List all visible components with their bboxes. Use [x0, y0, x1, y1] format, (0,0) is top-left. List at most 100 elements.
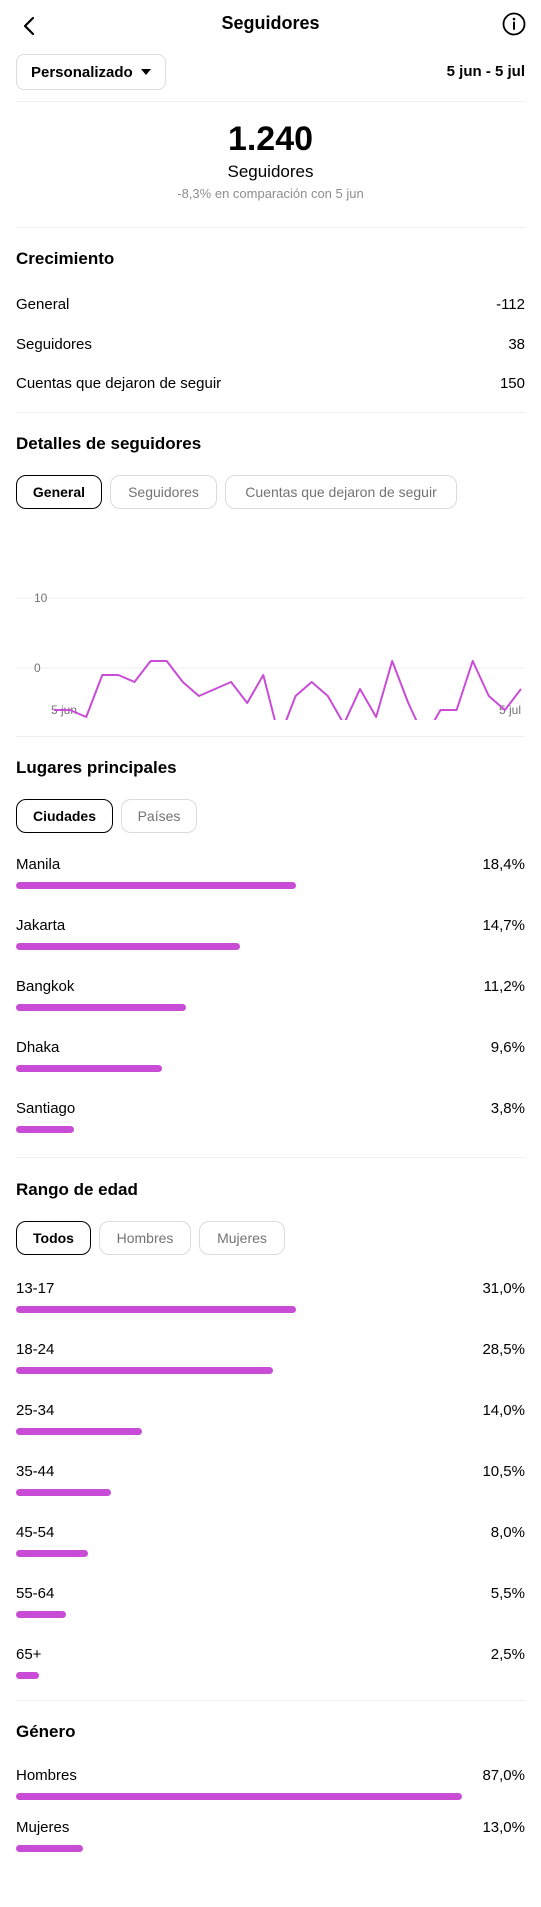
age-row-value: 2,5%	[490, 1646, 525, 1663]
age-bar-fill	[16, 1367, 274, 1374]
tab-unfollows[interactable]: Cuentas que dejaron de seguir	[225, 475, 457, 509]
gender-row-value: 13,0%	[482, 1819, 525, 1836]
growth-row-value: 150	[499, 375, 525, 392]
places-title: Lugares principales	[16, 758, 177, 777]
caret-down-icon	[140, 69, 151, 75]
age-bar-track	[16, 1306, 525, 1313]
places-row: Manila 18,4%	[16, 856, 525, 896]
gender-row: Mujeres 13,0%	[16, 1819, 525, 1859]
growth-row-value: 38	[508, 336, 525, 353]
places-row-value: 9,6%	[490, 1039, 525, 1056]
chart-y-tick-label: 0	[34, 661, 41, 675]
age-row: 35-44 10,5%	[16, 1463, 525, 1503]
follower-total: 1.240	[227, 120, 314, 158]
page-title: Seguidores	[221, 13, 320, 33]
chevron-left-icon[interactable]	[16, 12, 44, 40]
gender-row: Hombres 87,0%	[16, 1767, 525, 1807]
age-row-value: 31,0%	[482, 1280, 525, 1297]
divider	[16, 736, 525, 737]
places-bar-fill	[16, 1065, 163, 1072]
age-row-label: 45-54	[16, 1524, 55, 1541]
divider	[16, 227, 525, 228]
age-row: 25-34 14,0%	[16, 1402, 525, 1442]
places-bar-track	[16, 943, 525, 950]
growth-row-label: General	[16, 296, 70, 313]
period-dropdown[interactable]: Personalizado	[16, 54, 166, 90]
growth-row-followers: Seguidores 38	[16, 336, 525, 353]
age-row-value: 10,5%	[482, 1463, 525, 1480]
divider	[16, 101, 525, 102]
growth-title: Crecimiento	[16, 249, 115, 268]
places-bar-track	[16, 1126, 525, 1133]
gender-bar-fill	[16, 1845, 83, 1852]
gender-bar-track	[16, 1793, 525, 1800]
age-bar-track	[16, 1428, 525, 1435]
period-dropdown-label: Personalizado	[31, 63, 133, 81]
details-title: Detalles de seguidores	[16, 434, 202, 453]
age-bar-fill	[16, 1428, 143, 1435]
gender-row-value: 87,0%	[482, 1767, 525, 1784]
age-row-value: 14,0%	[482, 1402, 525, 1419]
info-icon[interactable]	[501, 11, 527, 37]
tab-age-women[interactable]: Mujeres	[199, 1221, 285, 1255]
divider	[16, 1700, 525, 1701]
places-row: Jakarta 14,7%	[16, 917, 525, 957]
date-range: 5 jun - 5 jul	[446, 63, 525, 80]
age-row-value: 28,5%	[482, 1341, 525, 1358]
age-row: 45-54 8,0%	[16, 1524, 525, 1564]
age-row: 65+ 2,5%	[16, 1646, 525, 1686]
tab-age-all[interactable]: Todos	[16, 1221, 91, 1255]
growth-row-unfollows: Cuentas que dejaron de seguir 150	[16, 375, 525, 392]
filter-row: Personalizado 5 jun - 5 jul	[16, 54, 525, 90]
places-row: Dhaka 9,6%	[16, 1039, 525, 1079]
age-row-label: 13-17	[16, 1280, 55, 1297]
growth-row-label: Cuentas que dejaron de seguir	[16, 375, 222, 392]
age-bar-track	[16, 1672, 525, 1679]
age-row: 13-17 31,0%	[16, 1280, 525, 1320]
tab-general[interactable]: General	[16, 475, 102, 509]
age-row-label: 18-24	[16, 1341, 55, 1358]
age-row-label: 65+	[16, 1646, 42, 1663]
follower-total-label: Seguidores	[227, 162, 314, 181]
age-bar-fill	[16, 1306, 296, 1313]
places-bar-track	[16, 882, 525, 889]
places-row-label: Jakarta	[16, 917, 66, 934]
gender-bar-track	[16, 1845, 525, 1852]
age-bar-track	[16, 1489, 525, 1496]
places-bar-fill	[16, 1126, 74, 1133]
gender-title: Género	[16, 1722, 76, 1741]
tab-seguidores[interactable]: Seguidores	[110, 475, 217, 509]
tab-countries[interactable]: Países	[121, 799, 197, 833]
growth-row-general: General -112	[16, 296, 525, 313]
growth-row-value: -112	[496, 296, 525, 313]
chart-y-tick-label: 10	[34, 591, 48, 605]
places-row: Santiago 3,8%	[16, 1100, 525, 1140]
places-row-label: Bangkok	[16, 978, 75, 995]
places-bar-track	[16, 1004, 525, 1011]
age-row: 55-64 5,5%	[16, 1585, 525, 1625]
age-bar-track	[16, 1611, 525, 1618]
places-row-label: Manila	[16, 856, 61, 873]
places-row-label: Dhaka	[16, 1039, 60, 1056]
age-row-value: 5,5%	[490, 1585, 525, 1602]
places-bar-fill	[16, 943, 240, 950]
tab-age-men[interactable]: Hombres	[99, 1221, 191, 1255]
age-bar-fill	[16, 1672, 39, 1679]
age-row-label: 55-64	[16, 1585, 55, 1602]
age-title: Rango de edad	[16, 1180, 138, 1199]
follower-comparison: -8,3% en comparación con 5 jun	[177, 186, 364, 201]
chart-x-tick-label: 5 jul	[499, 703, 521, 717]
places-row-value: 11,2%	[483, 978, 525, 995]
age-bar-track	[16, 1367, 525, 1374]
age-bar-fill	[16, 1489, 111, 1496]
gender-bar-fill	[16, 1793, 462, 1800]
gender-row-label: Hombres	[16, 1767, 77, 1784]
places-bar-fill	[16, 1004, 187, 1011]
places-bar-track	[16, 1065, 525, 1072]
top-bar: Seguidores	[0, 0, 541, 50]
places-bar-fill	[16, 882, 296, 889]
age-bar-fill	[16, 1611, 66, 1618]
age-row-label: 35-44	[16, 1463, 55, 1480]
tab-cities[interactable]: Ciudades	[16, 799, 113, 833]
